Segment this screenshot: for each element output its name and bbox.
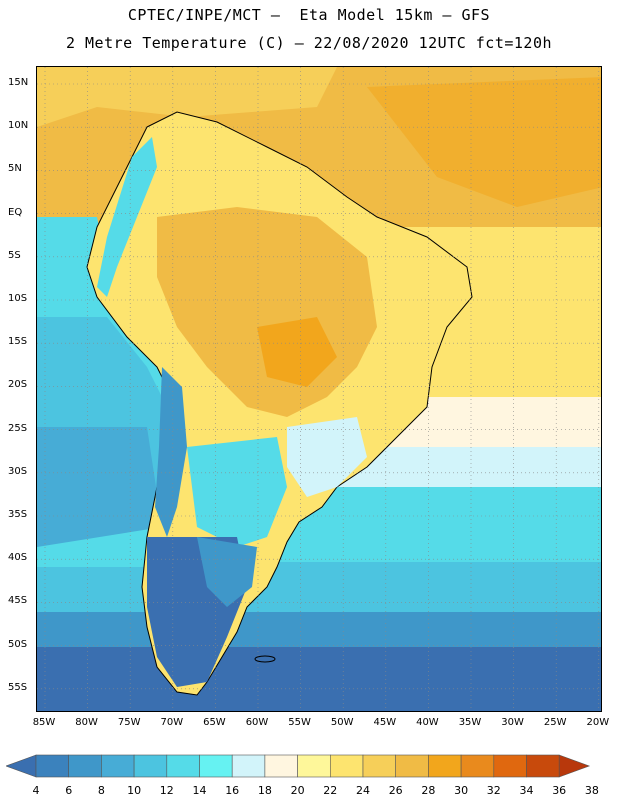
- colorbar-segment: [428, 754, 462, 778]
- colorbar: [6, 754, 591, 778]
- colorbar-tick-label: 6: [65, 784, 73, 797]
- lat-label: 55S: [8, 681, 28, 693]
- colorbar-segment: [133, 754, 168, 778]
- pampas-cyan: [187, 437, 287, 547]
- lat-label: 5N: [8, 163, 22, 175]
- temperature-map: [37, 67, 601, 711]
- lat-label: 10N: [8, 120, 29, 132]
- colorbar-tick-label: 36: [552, 784, 567, 797]
- lon-label: 30W: [501, 717, 524, 728]
- colorbar-segment: [264, 754, 298, 778]
- lat-label: 35S: [8, 509, 28, 520]
- colorbar-tick-label: 24: [356, 784, 370, 797]
- colorbar-segment: [231, 754, 266, 778]
- lon-label: 55W: [288, 717, 311, 728]
- colorbar-segment: [101, 754, 135, 778]
- colorbar-tick-label: 34: [519, 784, 534, 797]
- colorbar-right-arrow: [558, 754, 591, 778]
- colorbar-left-arrow: [6, 754, 37, 778]
- colorbar-tick-label: 28: [421, 784, 436, 797]
- colorbar-tick-label: 10: [127, 784, 142, 797]
- colorbar-tick-label: 20: [290, 784, 305, 797]
- colorbar-segment: [199, 754, 233, 778]
- lat-label: 10S: [8, 293, 28, 304]
- colorbar-segment: [526, 754, 560, 778]
- lat-label: 15N: [8, 77, 29, 88]
- colorbar-tick-label: 16: [225, 784, 240, 797]
- lon-label: 20W: [586, 717, 610, 728]
- caribbean-warm: [37, 67, 337, 127]
- colorbar-segment: [395, 754, 429, 778]
- andes-south-cool: [155, 367, 187, 537]
- lat-label: EQ: [8, 206, 23, 218]
- southern-brazil-pale: [287, 417, 367, 497]
- andes-cool-strip: [97, 137, 157, 297]
- lon-label: 85W: [32, 717, 56, 728]
- colorbar-segment: [35, 754, 70, 778]
- colorbar-segment: [68, 754, 102, 778]
- lon-label: 45W: [373, 717, 397, 728]
- colorbar-segment: [362, 754, 397, 778]
- map-title: CPTEC/INPE/MCT – Eta Model 15km – GFS: [127, 6, 491, 24]
- colorbar-tick-label: 26: [388, 784, 403, 797]
- lat-label: 40S: [8, 552, 28, 564]
- lon-label: 80W: [75, 717, 98, 728]
- atlantic-hot-patch: [367, 77, 601, 207]
- central-brazil-hottest: [257, 317, 337, 387]
- lon-label: 40W: [416, 717, 439, 728]
- colorbar-segment: [460, 754, 495, 778]
- map-subtitle: 2 Metre Temperature (C) – 22/08/2020 12U…: [65, 34, 553, 52]
- colorbar-segment: [329, 754, 364, 778]
- colorbar-tick-label: 14: [192, 784, 207, 797]
- lon-label: 60W: [245, 717, 269, 728]
- lon-label: 70W: [160, 717, 184, 728]
- colorbar-tick-label: 12: [159, 784, 174, 797]
- lon-label: 65W: [203, 717, 226, 728]
- colorbar-tick-label: 38: [584, 784, 599, 797]
- lat-label: 50S: [8, 638, 28, 650]
- colorbar-segment: [166, 754, 200, 778]
- lat-label: 5S: [8, 249, 21, 261]
- colorbar-tick-label: 18: [257, 784, 272, 797]
- lat-label: 45S: [8, 595, 28, 607]
- lon-label: 35W: [458, 717, 482, 728]
- ocean-mid-blue-band: [37, 612, 601, 652]
- lat-label: 15S: [8, 336, 28, 348]
- colorbar-tick-label: 8: [97, 784, 105, 797]
- lon-label: 25W: [543, 717, 567, 728]
- colorbar-tick-label: 22: [323, 784, 338, 797]
- colorbar-tick-label: 30: [454, 784, 469, 797]
- pacific-mid-blue-region: [37, 427, 162, 547]
- map-frame: [36, 66, 602, 712]
- lat-label: 30S: [8, 465, 28, 477]
- patagonia-mid-blue: [197, 537, 257, 607]
- lat-label: 25S: [8, 422, 28, 434]
- lat-label: 20S: [8, 379, 28, 391]
- colorbar-segment: [297, 754, 331, 778]
- colorbar-segment: [493, 754, 527, 778]
- lon-label: 50W: [330, 717, 354, 728]
- falkland-islands: [254, 655, 276, 663]
- colorbar-tick-label: 32: [486, 784, 501, 797]
- colorbar-tick-label: 4: [32, 784, 40, 797]
- ocean-dark-blue-south: [37, 647, 601, 711]
- lon-label: 75W: [117, 717, 141, 728]
